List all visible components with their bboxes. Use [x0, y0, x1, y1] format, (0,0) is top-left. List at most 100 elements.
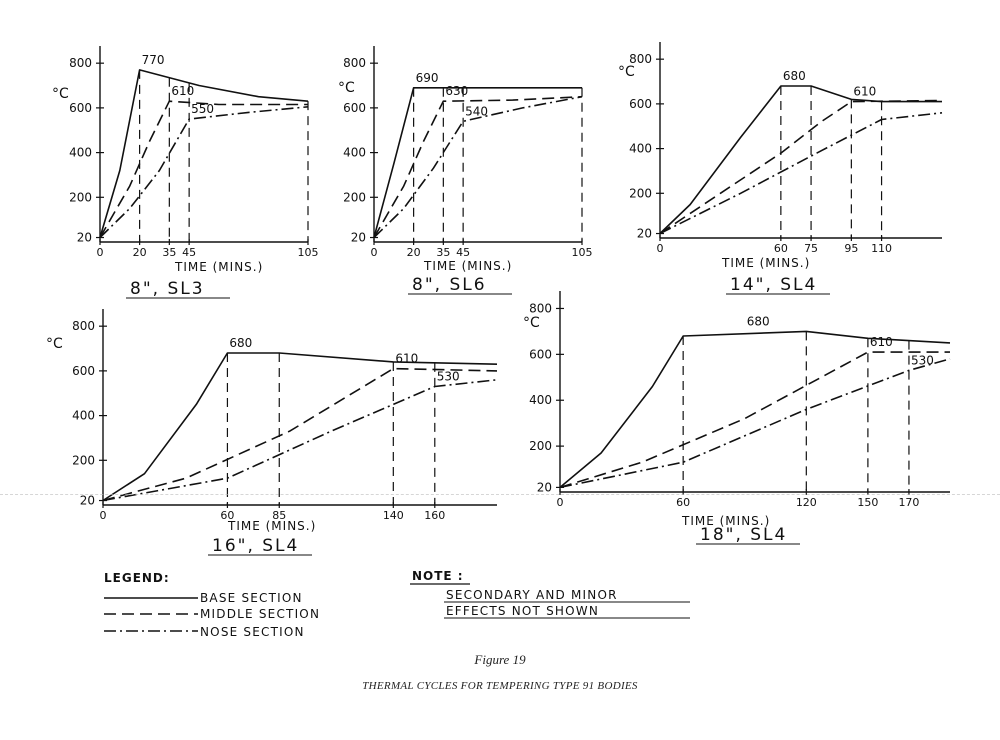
y-tick-label: 20: [77, 231, 92, 245]
chart-title: 8", SL3: [130, 279, 205, 299]
chart-panel: 20 200 400 600 800 0 20 35 45 105 770 610 550 TIME (M…: [52, 46, 319, 299]
note-title: NOTE :: [412, 569, 464, 583]
series-line-dashed: [99, 100, 308, 238]
y-tick-label: 20: [351, 231, 366, 245]
x-tick-label: 35: [436, 246, 450, 259]
series-line-solid: [659, 85, 942, 235]
y-tick-label: 800: [69, 56, 92, 70]
y-axis-label: °C: [618, 64, 635, 80]
chart-title: 18", SL4: [700, 525, 787, 545]
chart-title: 14", SL4: [730, 275, 817, 295]
series-line-dashdot: [659, 112, 943, 235]
y-tick-label: 200: [629, 186, 652, 200]
y-tick-label: 600: [72, 364, 95, 378]
x-axis-label: TIME (MINS.): [681, 514, 770, 528]
chart-title: 16", SL4: [212, 536, 299, 556]
series-line-dashdot: [559, 358, 951, 489]
x-tick-label: 160: [424, 509, 445, 522]
x-axis-label: TIME (MINS.): [227, 519, 316, 533]
x-tick-label: 0: [371, 246, 378, 259]
y-tick-label: 600: [343, 101, 366, 115]
x-tick-label: 170: [898, 496, 919, 509]
legend-label-base: BASE SECTION: [200, 591, 303, 605]
y-tick-label: 20: [80, 494, 95, 508]
x-tick-label: 60: [220, 509, 234, 522]
series-line-dashdot: [99, 106, 309, 239]
x-tick-label: 35: [162, 246, 176, 259]
y-tick-label: 400: [343, 146, 366, 160]
legend: LEGEND: BASE SECTION MIDDLE SECTION NOSE…: [104, 571, 320, 639]
chart-title: 8", SL6: [412, 275, 487, 295]
legend-label-nose: NOSE SECTION: [200, 625, 305, 639]
data-label: 610: [395, 352, 418, 366]
data-label: 550: [191, 102, 214, 116]
chart-panel: 20 200 400 600 800 0 60 75 95 110 680 610 TIME (MINS…: [618, 42, 943, 295]
x-axis-label: TIME (MINS.): [423, 259, 512, 273]
x-tick-label: 150: [857, 496, 878, 509]
x-tick-label: 20: [133, 246, 147, 259]
series-line-solid: [102, 352, 498, 502]
x-tick-label: 120: [796, 496, 817, 509]
y-axis-label: °C: [338, 80, 355, 96]
y-axis-label: °C: [523, 315, 540, 331]
data-label: 610: [171, 84, 194, 98]
y-tick-label: 800: [72, 319, 95, 333]
y-tick-label: 200: [343, 190, 366, 204]
y-tick-label: 200: [69, 190, 92, 204]
series-line-dashdot: [373, 95, 583, 239]
figure-caption: THERMAL CYCLES FOR TEMPERING TYPE 91 BOD…: [362, 680, 638, 692]
x-tick-label: 140: [383, 509, 404, 522]
chart-panel: 20 200 400 600 800 0 60 85 140 160 680 610 530 TIME (…: [46, 309, 498, 556]
x-axis-label: TIME (MINS.): [174, 260, 263, 274]
data-label: 770: [142, 53, 165, 67]
series-line-dashed: [659, 99, 943, 235]
note: NOTE : SECONDARY AND MINOR EFFECTS NOT S…: [410, 569, 690, 619]
data-label: 530: [437, 370, 460, 384]
x-tick-label: 0: [100, 509, 107, 522]
x-tick-label: 0: [97, 246, 104, 259]
data-label: 530: [911, 353, 934, 367]
x-tick-label: 85: [272, 509, 286, 522]
series-line-dashdot: [102, 379, 498, 502]
y-tick-label: 20: [537, 480, 552, 494]
data-label: 540: [465, 104, 488, 118]
x-tick-label: 105: [298, 246, 319, 259]
data-label: 680: [229, 336, 252, 350]
data-label: 610: [853, 85, 876, 99]
y-tick-label: 400: [529, 393, 552, 407]
y-tick-label: 600: [69, 101, 92, 115]
note-line-1: SECONDARY AND MINOR: [446, 588, 618, 602]
x-tick-label: 20: [407, 246, 421, 259]
y-tick-label: 800: [343, 56, 366, 70]
series-line-solid: [373, 87, 582, 238]
y-tick-label: 20: [637, 227, 652, 241]
y-tick-label: 600: [629, 97, 652, 111]
figure-number: Figure 19: [474, 652, 526, 667]
y-tick-label: 600: [529, 347, 552, 361]
note-line-2: EFFECTS NOT SHOWN: [446, 604, 599, 618]
x-tick-label: 60: [774, 242, 788, 255]
x-tick-label: 0: [557, 496, 564, 509]
data-label: 630: [445, 84, 468, 98]
y-tick-label: 400: [72, 409, 95, 423]
x-tick-label: 95: [844, 242, 858, 255]
y-tick-label: 200: [529, 439, 552, 453]
y-tick-label: 800: [629, 52, 652, 66]
y-axis-label: °C: [52, 86, 69, 102]
y-tick-label: 200: [72, 453, 95, 467]
series-line-solid: [99, 69, 309, 238]
x-axis-label: TIME (MINS.): [721, 256, 810, 270]
y-axis-label: °C: [46, 336, 63, 352]
series-line-solid: [559, 330, 951, 489]
chart-panel: 20 200 400 600 800 0 60 120 150 170 680 610 530 TIME …: [523, 291, 951, 545]
x-tick-label: 60: [676, 496, 690, 509]
y-tick-label: 800: [529, 301, 552, 315]
series-line-dashed: [102, 367, 498, 502]
legend-label-middle: MIDDLE SECTION: [200, 607, 320, 621]
scan-artifact-line: [0, 494, 1000, 496]
chart-panel: 20 200 400 600 800 0 20 35 45 105 690 630 540 TIME (M…: [338, 46, 593, 295]
y-tick-label: 400: [629, 142, 652, 156]
x-tick-label: 45: [182, 246, 196, 259]
